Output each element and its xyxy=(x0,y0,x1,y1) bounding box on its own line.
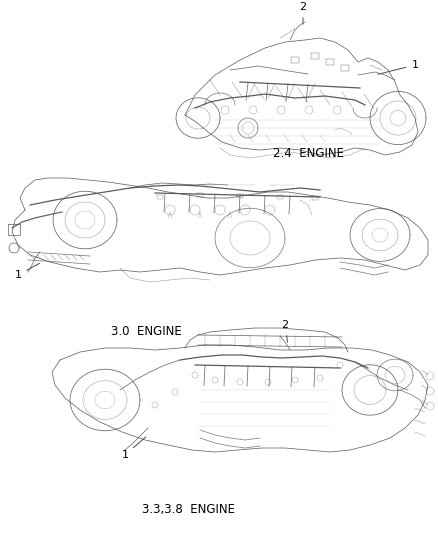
Text: 3.3,3.8  ENGINE: 3.3,3.8 ENGINE xyxy=(142,503,235,516)
Text: 1: 1 xyxy=(14,263,39,280)
Text: 2: 2 xyxy=(282,320,289,342)
Text: 1: 1 xyxy=(378,60,418,74)
Text: 2: 2 xyxy=(300,2,307,24)
Text: 3.0  ENGINE: 3.0 ENGINE xyxy=(111,325,182,338)
Text: 1: 1 xyxy=(121,437,146,460)
Text: 2.4  ENGINE: 2.4 ENGINE xyxy=(273,147,344,160)
